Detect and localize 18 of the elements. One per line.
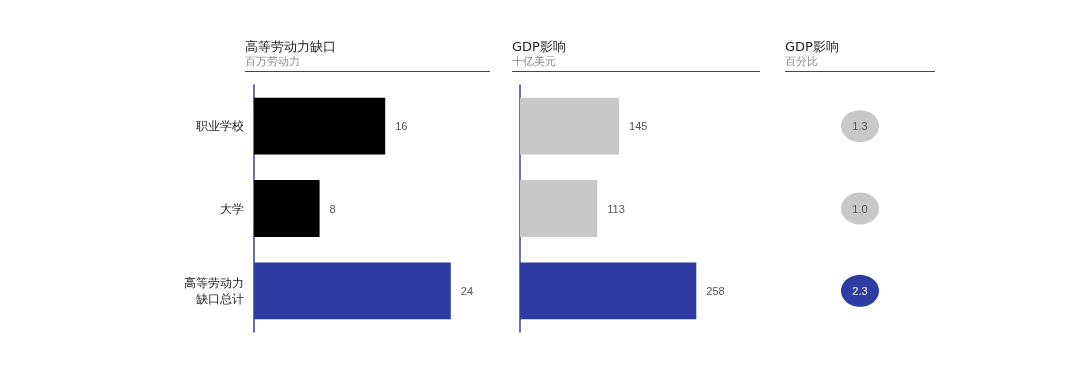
data-label: 2.3: [852, 284, 868, 297]
data-label: 24: [460, 284, 474, 297]
chart-title: 高等劳动力缺口: [245, 38, 337, 55]
text: 百分比: [785, 55, 819, 69]
chart-subtitle: 百万劳动力: [245, 55, 301, 69]
data-label: 145: [629, 120, 648, 133]
data-label: 1.3: [852, 120, 868, 133]
data-label: 113: [607, 202, 625, 215]
chart-title: GDP影响: [512, 38, 567, 55]
y-tick-label: 大学: [220, 201, 244, 216]
data-label: 258: [706, 284, 725, 297]
chart-subtitle: 十亿美元: [512, 55, 557, 69]
data-label: 1.0: [852, 202, 868, 215]
data-label: 8: [329, 202, 336, 215]
data-label: 16: [395, 120, 408, 133]
y-tick-label: 高等劳动力缺口总计: [184, 275, 244, 306]
y-tick-label: 职业学校: [196, 119, 244, 134]
text: GDP影响: [785, 38, 840, 55]
